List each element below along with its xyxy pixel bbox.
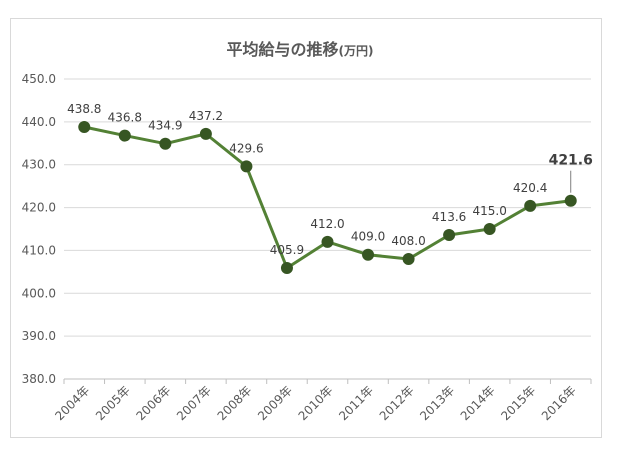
data-point: [240, 160, 253, 173]
gridlines: [63, 78, 592, 384]
y-tick-label: 400.0: [22, 286, 56, 300]
chart-title-main: 平均給与の推移: [227, 40, 339, 59]
y-tick-label: 440.0: [22, 115, 56, 129]
data-point: [402, 253, 415, 265]
data-label: 437.2: [189, 109, 223, 123]
y-tick-label: 430.0: [22, 158, 56, 172]
data-label: 420.4: [513, 181, 547, 195]
data-point: [78, 121, 91, 133]
data-label: 415.0: [472, 204, 506, 218]
x-tick-label: 2009年: [255, 383, 295, 423]
chart-frame: [10, 18, 602, 438]
x-tick-label: 2007年: [174, 383, 214, 423]
x-tick-label: 2010年: [296, 383, 336, 423]
y-tick-label: 410.0: [22, 243, 56, 257]
y-tick-label: 380.0: [22, 372, 56, 386]
data-label: 429.6: [229, 141, 263, 155]
data-point: [564, 194, 577, 207]
chart-title: 平均給与の推移(万円): [227, 40, 374, 59]
data-point: [483, 223, 496, 235]
data-point: [199, 127, 212, 140]
y-tick-label: 420.0: [22, 201, 56, 215]
x-tick-label: 2004年: [52, 383, 92, 423]
data-label: 438.8: [67, 102, 101, 116]
x-tick-label: 2013年: [417, 383, 457, 423]
x-tick-label: 2011年: [336, 383, 376, 423]
data-point: [443, 229, 456, 241]
data-point: [362, 248, 375, 261]
data-point: [159, 137, 172, 150]
data-label: 408.0: [391, 234, 425, 248]
data-label: 434.9: [148, 119, 182, 133]
data-label: 421.6: [549, 153, 593, 169]
data-point: [524, 199, 537, 212]
y-tick-label: 450.0: [22, 72, 56, 86]
series-line-group: [78, 121, 577, 274]
data-labels: 438.8 436.8 434.9 437.2 429.6 405.9 412.0 409.0…: [67, 102, 593, 257]
data-label: 409.0: [351, 230, 385, 244]
data-label: 413.6: [432, 210, 466, 224]
data-point: [321, 235, 334, 248]
x-tick-label: 2005年: [93, 383, 133, 423]
x-tick-label: 2012年: [377, 383, 417, 423]
x-tick-label: 2014年: [458, 383, 498, 423]
x-tick-label: 2015年: [498, 383, 538, 423]
x-axis-ticks: 2004年 2005年 2006年 2007年 2008年 2009年 2010年 2011年…: [52, 383, 578, 423]
x-tick-label: 2016年: [539, 383, 579, 423]
y-axis-ticks: 380.0 390.0 400.0 410.0 420.0 430.0 440.0 450.0: [22, 72, 56, 386]
x-tick-label: 2006年: [133, 383, 173, 423]
data-label: 405.9: [270, 243, 304, 257]
y-tick-label: 390.0: [22, 329, 56, 343]
data-label: 412.0: [310, 217, 344, 231]
x-tick-label: 2008年: [215, 383, 255, 423]
chart-title-unit: (万円): [339, 44, 374, 58]
data-point: [280, 262, 293, 274]
data-label: 436.8: [108, 111, 142, 125]
data-point: [118, 129, 131, 142]
